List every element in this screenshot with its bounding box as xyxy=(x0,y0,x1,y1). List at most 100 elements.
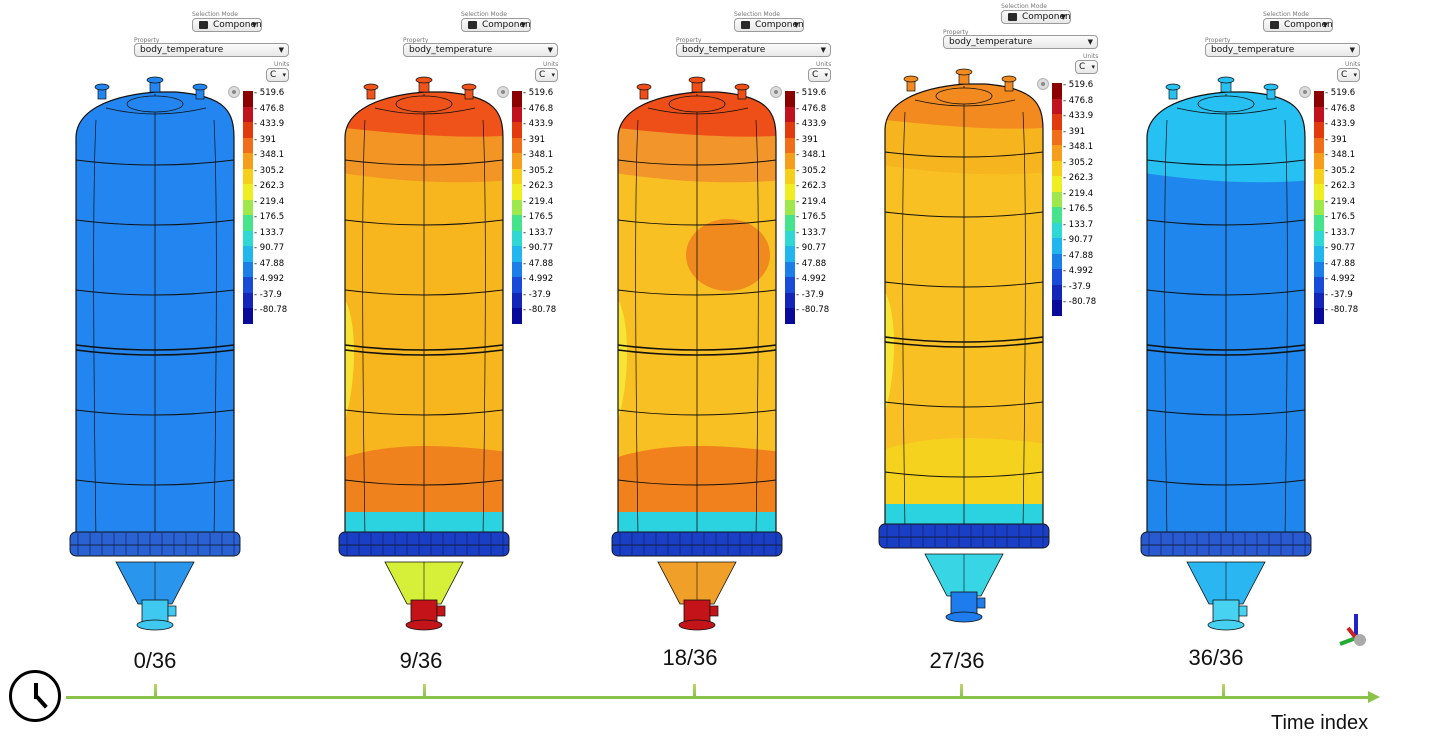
colorbar-tick-label: 305.2 xyxy=(1325,164,1358,180)
property-dropdown[interactable]: body_temperature ▼ xyxy=(134,43,289,57)
component-cube-icon xyxy=(741,21,750,29)
selection-mode-dropdown[interactable]: Components▼ xyxy=(192,18,262,32)
colorbar-tick-label: 476.8 xyxy=(523,102,556,118)
colorbar-segment xyxy=(1052,176,1062,192)
units-dropdown[interactable]: C ▾ xyxy=(266,68,289,82)
legend-settings-icon[interactable] xyxy=(1299,86,1311,98)
clock-icon xyxy=(9,670,61,722)
colorbar-tick-label: 4.992 xyxy=(796,272,829,288)
colorbar-tick-label: 90.77 xyxy=(1063,233,1096,249)
colorbar-segment xyxy=(512,137,522,153)
units-value: C xyxy=(270,70,277,80)
units-value: C xyxy=(1079,62,1086,72)
colorbar-segment xyxy=(785,91,795,107)
temperature-colorbar xyxy=(243,91,253,324)
colorbar-tick-label: -80.78 xyxy=(1325,303,1358,319)
colorbar-tick-label: 4.992 xyxy=(254,272,287,288)
colorbar-tick-label: 90.77 xyxy=(523,241,556,257)
colorbar-tick-label: 519.6 xyxy=(523,86,556,102)
legend-settings-icon[interactable] xyxy=(1037,78,1049,90)
colorbar-tick-label: 519.6 xyxy=(796,86,829,102)
colorbar-segment xyxy=(785,168,795,184)
units-dropdown[interactable]: C ▾ xyxy=(1337,68,1360,82)
colorbar-tick-label: 47.88 xyxy=(1325,257,1358,273)
colorbar-segment xyxy=(243,246,253,262)
colorbar-segment xyxy=(512,122,522,138)
colorbar-segment xyxy=(243,137,253,153)
colorbar-segment xyxy=(243,277,253,293)
property-dropdown[interactable]: body_temperature ▼ xyxy=(943,35,1098,49)
colorbar-segment xyxy=(1314,153,1324,169)
colorbar-tick-label: 262.3 xyxy=(1325,179,1358,195)
colorbar-tick-label: 348.1 xyxy=(523,148,556,164)
legend-settings-icon[interactable] xyxy=(497,86,509,98)
colorbar-segment xyxy=(512,106,522,122)
selection-mode-value: Components xyxy=(482,20,531,30)
colorbar-segment xyxy=(243,199,253,215)
selection-mode-dropdown[interactable]: Components▼ xyxy=(1263,18,1333,32)
frame-label: 0/36 xyxy=(133,648,177,673)
colorbar-segment xyxy=(785,106,795,122)
legend-settings-icon[interactable] xyxy=(770,86,782,98)
temperature-colorbar xyxy=(785,91,795,324)
component-cube-icon xyxy=(199,21,208,29)
selection-mode-dropdown[interactable]: Components▼ xyxy=(461,18,531,32)
colorbar-segment xyxy=(512,184,522,200)
colorbar-segment xyxy=(785,277,795,293)
units-dropdown[interactable]: C ▾ xyxy=(535,68,558,82)
colorbar-tick-label: 47.88 xyxy=(796,257,829,273)
frame-label: 9/36 xyxy=(399,648,443,673)
chevron-down-icon: ▾ xyxy=(824,71,828,79)
selection-mode-value: Components xyxy=(1022,12,1071,22)
legend-settings-icon[interactable] xyxy=(228,86,240,98)
colorbar-tick-label: 90.77 xyxy=(796,241,829,257)
colorbar-segment xyxy=(1052,238,1062,254)
colorbar-tick-label: 133.7 xyxy=(254,226,287,242)
pressure-vessel-model xyxy=(69,76,241,631)
colorbar-segment xyxy=(1314,230,1324,246)
colorbar-tick-label: 391 xyxy=(523,133,556,149)
units-dropdown[interactable]: C ▾ xyxy=(1075,60,1098,74)
colorbar-segment xyxy=(1314,308,1324,324)
simulation-frame-4: Selection ModeComponents▼Propertybody_te… xyxy=(1137,0,1377,640)
colorbar-segment xyxy=(1052,191,1062,207)
colorbar-tick-label: 4.992 xyxy=(1325,272,1358,288)
colorbar-tick-label: -80.78 xyxy=(523,303,556,319)
selection-mode-dropdown[interactable]: Components▼ xyxy=(1001,10,1071,24)
colorbar-tick-label: 519.6 xyxy=(1325,86,1358,102)
colorbar-segment xyxy=(243,292,253,308)
frame-label: 27/36 xyxy=(929,648,985,673)
property-dropdown[interactable]: body_temperature ▼ xyxy=(676,43,831,57)
property-dropdown[interactable]: body_temperature ▼ xyxy=(403,43,558,57)
colorbar-segment xyxy=(1314,168,1324,184)
property-caption: Property xyxy=(943,29,969,36)
units-caption: Units xyxy=(816,61,832,68)
colorbar-segment xyxy=(1052,269,1062,285)
colorbar-segment xyxy=(1314,277,1324,293)
simulation-frame-2: Selection ModeComponents▼Propertybody_te… xyxy=(608,0,848,640)
colorbar-segment xyxy=(512,153,522,169)
colorbar-segment xyxy=(1052,207,1062,223)
chevron-down-icon: ▼ xyxy=(1060,13,1066,21)
colorbar-tick-label: 476.8 xyxy=(254,102,287,118)
units-dropdown[interactable]: C ▾ xyxy=(808,68,831,82)
chevron-down-icon: ▾ xyxy=(1091,63,1095,71)
colorbar-segment xyxy=(243,168,253,184)
selection-mode-dropdown[interactable]: Components▼ xyxy=(734,18,804,32)
colorbar-tick-label: 262.3 xyxy=(1063,171,1096,187)
colorbar-segment xyxy=(785,153,795,169)
colorbar-segment xyxy=(1052,114,1062,130)
colorbar-tick-label: 176.5 xyxy=(523,210,556,226)
colorbar-segment xyxy=(1314,292,1324,308)
colorbar-tick-labels: 519.6476.8433.9391348.1305.2262.3219.417… xyxy=(1325,86,1358,319)
colorbar-segment xyxy=(1052,160,1062,176)
colorbar-tick-label: 476.8 xyxy=(796,102,829,118)
colorbar-segment xyxy=(512,168,522,184)
temperature-colorbar xyxy=(512,91,522,324)
property-dropdown[interactable]: body_temperature ▼ xyxy=(1205,43,1360,57)
units-caption: Units xyxy=(1083,53,1099,60)
chevron-down-icon: ▼ xyxy=(547,46,553,54)
time-axis-tick xyxy=(960,684,963,696)
time-axis-tick xyxy=(423,684,426,696)
colorbar-tick-label: 176.5 xyxy=(1325,210,1358,226)
